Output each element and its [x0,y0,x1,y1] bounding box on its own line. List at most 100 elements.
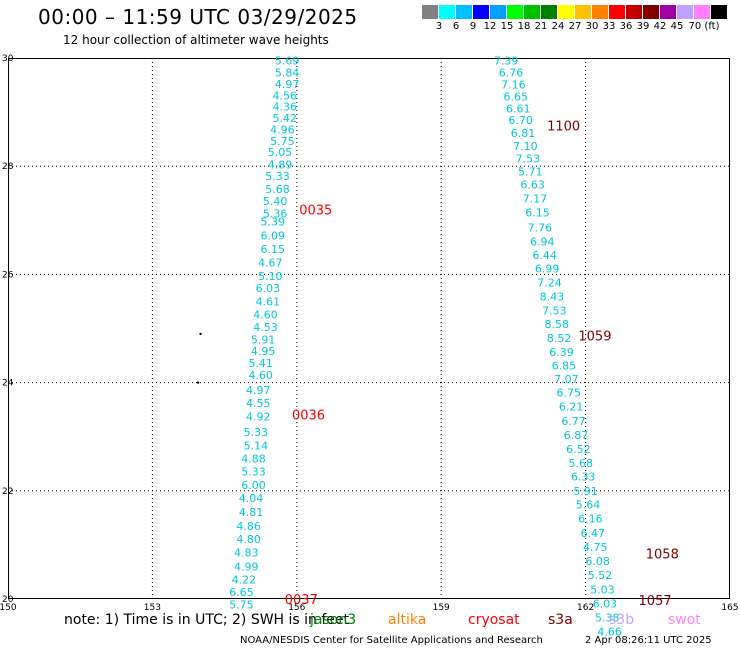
wave-height-value: 4.95 [251,345,276,358]
wave-height-value: 5.41 [248,357,273,370]
wave-height-value: 6.47 [581,527,606,540]
wave-height-value: 4.80 [236,533,261,546]
wave-height-value: 6.61 [506,102,531,115]
colorbar-swatch [660,5,677,19]
wave-height-value: 6.00 [241,479,266,492]
y-tick-label: 20 [2,595,14,605]
generated-timestamp: 2 Apr 08:26:11 UTC 2025 [585,635,712,646]
wave-height-value: 5.69 [275,55,300,68]
x-tick-label: 153 [144,603,161,613]
map-plot-frame [8,58,730,599]
wave-height-value: 4.75 [583,541,608,554]
colorbar-labels: 3 6 9 12 15 18 21 24 27 30 33 36 39 42 45 70 (ft) [422,21,728,33]
y-tick-label: 26 [2,270,14,280]
colorbar-swatch [677,5,694,19]
wave-height-value: 6.99 [535,262,560,275]
wave-height-value: 4.66 [597,625,622,638]
wave-height-value: 6.65 [504,90,529,103]
wave-height-value: 4.97 [246,384,271,397]
pass-time-label: 0037 [285,593,318,608]
wave-height-value: 6.87 [564,429,589,442]
satellite-legend-altika: altika [388,612,427,628]
colorbar-swatch [558,5,575,19]
colorbar-label: 9 [469,21,477,32]
wave-height-value: 5.64 [576,498,601,511]
wave-height-value: 6.15 [525,207,550,220]
wave-height-value: 7.24 [537,277,562,290]
x-tick-label: 150 [0,603,17,613]
colorbar-label: 3 [435,21,443,32]
x-tick-label: 156 [288,603,305,613]
colorbar-swatch [473,5,490,19]
wave-height-value: 6.52 [566,443,591,456]
wave-height-value: 7.53 [516,153,541,166]
colorbar-label: 24 [551,21,565,32]
wave-height-value: 7.76 [528,221,553,234]
wave-height-value: 6.63 [520,179,545,192]
colorbar-swatch [575,5,592,19]
wave-height-value: 5.33 [265,170,290,183]
wave-height-value: 6.65 [229,586,254,599]
wave-height-value: 4.92 [246,411,271,424]
pass-time-label: 0036 [292,409,325,424]
wave-height-value: 6.03 [593,597,618,610]
wave-height-value: 8.52 [547,332,572,345]
island-dot [199,332,202,336]
wave-height-value: 5.75 [270,135,295,148]
colorbar-swatch [490,5,507,19]
x-tick-label: 159 [433,603,450,613]
wave-height-value: 4.56 [273,89,298,102]
wave-height-value: 5.33 [241,465,266,478]
wave-height-value: 5.38 [595,611,620,624]
wave-height-value: 8.43 [540,291,565,304]
colorbar-swatch [541,5,558,19]
x-tick-label: 165 [721,603,738,613]
colorbar-label: 70 (ft) [688,21,720,32]
colorbar-label: 30 [585,21,599,32]
wave-height-value: 4.55 [246,397,271,410]
colorbar-label: 6 [452,21,460,32]
wave-height-value: 7.10 [513,140,538,153]
y-tick-label: 22 [2,487,13,497]
note-text: note: 1) Time is in UTC; 2) SWH is in fe… [64,612,350,628]
satellite-legend-jason3: jason3 [310,612,357,628]
colorbar-swatch [507,5,524,19]
colorbar-swatch [439,5,456,19]
wave-height-value: 4.67 [258,256,283,269]
wave-height-value: 5.36 [263,207,288,220]
pass-time-label: 1058 [646,548,679,563]
colorbar-swatch [711,5,728,19]
wave-height-value: 6.21 [559,400,584,413]
wave-height-value: 6.94 [530,235,555,248]
wave-height-value: 4.36 [273,101,298,114]
pass-time-label: 1057 [639,594,672,609]
colorbar-label: 39 [636,21,650,32]
wave-height-value: 5.40 [263,195,288,208]
wave-height-value: 4.89 [268,159,293,172]
wave-height-value: 6.75 [557,386,582,399]
footer-note: note: 1) Time is in UTC; 2) SWH is in fe… [64,612,349,628]
colorbar-label: 36 [619,21,633,32]
wave-height-value: 6.03 [256,282,281,295]
wave-height-value: 4.60 [253,308,278,321]
wave-height-value: 4.60 [248,369,273,382]
colorbar-label: 12 [483,21,497,32]
wave-height-value: 4.04 [239,492,264,505]
wave-height-value: 4.96 [270,123,295,136]
credit-text: NOAA/NESDIS Center for Satellite Applica… [240,635,543,646]
wave-height-value: 6.15 [260,243,285,256]
satellite-legend-swot: swot [668,612,701,628]
wave-height-value: 4.81 [239,506,264,519]
wave-height-value: 5.05 [268,146,293,159]
colorbar-label: 45 [670,21,684,32]
colorbar-swatch [694,5,711,19]
wave-height-value: 5.84 [275,67,300,80]
wave-height-value: 5.91 [251,333,276,346]
wave-height-value: 7.16 [501,79,526,92]
wave-height-value: 7.39 [494,55,519,68]
wave-height-value: 5.03 [590,583,615,596]
colorbar-label: 27 [568,21,582,32]
wave-height-value: 6.44 [532,249,557,262]
wave-height-value: 6.16 [578,512,603,525]
wave-height-value: 4.86 [236,520,261,533]
